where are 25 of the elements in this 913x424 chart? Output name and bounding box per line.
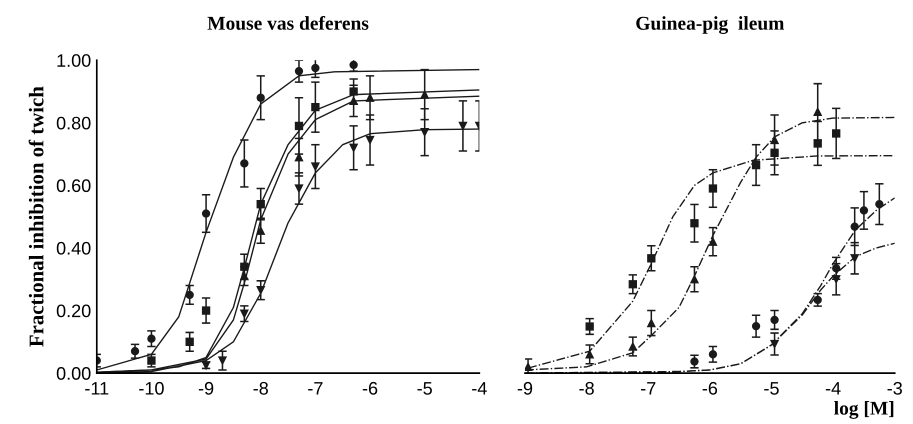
x-tick-label: -9 xyxy=(198,382,214,395)
x-tick-label: -6 xyxy=(362,382,378,395)
x-tick-label: -4 xyxy=(472,382,487,395)
y-tick-label: 0.40 xyxy=(56,242,91,255)
x-tick-label: -8 xyxy=(579,382,594,395)
x-tick-label: -9 xyxy=(518,382,532,395)
chart-title: Mouse vas deferens xyxy=(208,16,368,30)
y-tick-label: 1.00 xyxy=(57,54,91,67)
y-axis-title: Fractional inhibition of twich xyxy=(28,86,44,347)
x-tick-label: -3 xyxy=(888,382,902,395)
x-tick-label: -7 xyxy=(641,382,656,395)
x-tick-label: -10 xyxy=(139,382,164,395)
x-tick-label: -5 xyxy=(764,382,779,395)
y-tick-label: 0.20 xyxy=(56,304,91,318)
x-tick-label: -4 xyxy=(826,382,841,395)
x-tick-label: -7 xyxy=(308,382,322,395)
x-tick-label: -11 xyxy=(85,382,108,395)
y-tick-label: 0.00 xyxy=(56,367,91,380)
x-tick-label: -6 xyxy=(702,382,718,395)
chart-title: Guinea-pig ileum xyxy=(636,16,784,34)
x-tick-label: -5 xyxy=(417,382,432,395)
y-tick-label: 0.60 xyxy=(56,179,91,192)
x-axis-title: log [M] xyxy=(834,401,894,419)
x-tick-label: -8 xyxy=(254,382,268,395)
y-tick-label: 0.80 xyxy=(56,116,91,130)
